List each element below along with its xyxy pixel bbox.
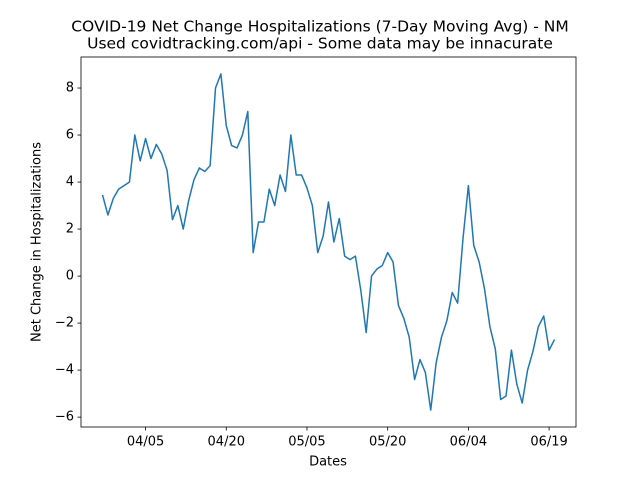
y-tick-label: −6 bbox=[55, 410, 74, 425]
y-axis-label: Net Change in Hospitalizations bbox=[30, 142, 45, 342]
x-tick-label: 04/20 bbox=[208, 435, 245, 450]
y-tick-label: 2 bbox=[66, 222, 74, 237]
chart-subtitle: Used covidtracking.com/api - Some data m… bbox=[87, 35, 553, 53]
chart-title: COVID-19 Net Change Hospitalizations (7-… bbox=[71, 18, 569, 36]
y-tick-label: 6 bbox=[66, 128, 74, 143]
y-tick-label: −4 bbox=[55, 363, 74, 378]
x-tick-label: 05/20 bbox=[369, 435, 406, 450]
x-tick-label: 06/19 bbox=[530, 435, 567, 450]
plot-frame bbox=[80, 56, 577, 428]
line-series bbox=[101, 73, 556, 411]
y-tick-label: 8 bbox=[66, 81, 74, 96]
y-tick-label: 4 bbox=[66, 175, 74, 190]
x-tick-label: 06/04 bbox=[450, 435, 487, 450]
y-tick-label: 0 bbox=[66, 269, 74, 284]
y-tick-label: −2 bbox=[55, 316, 74, 331]
x-axis-label: Dates bbox=[309, 455, 347, 470]
x-tick-label: 05/05 bbox=[288, 435, 325, 450]
x-tick-label: 04/05 bbox=[127, 435, 164, 450]
